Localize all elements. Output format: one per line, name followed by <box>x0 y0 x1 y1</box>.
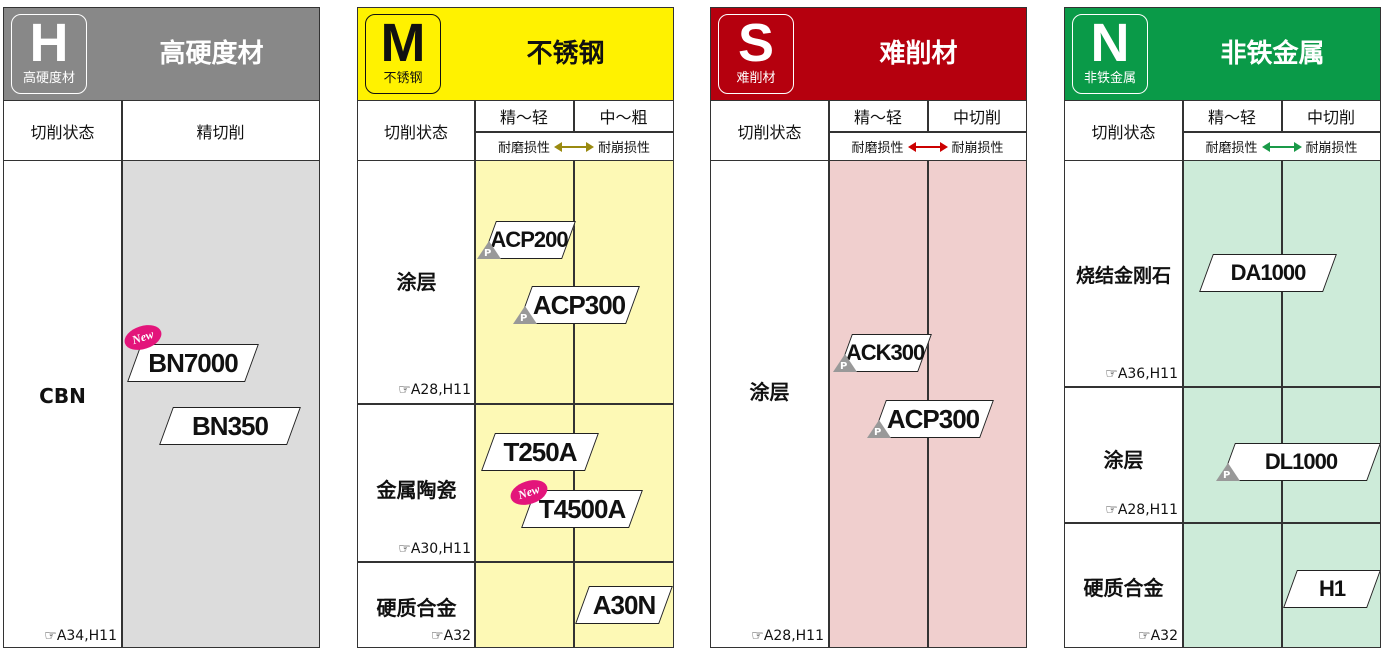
logo-m: M 不锈钢 <box>365 14 441 94</box>
column-medium-rough: 中～粗 <box>599 108 648 127</box>
state-label: 切削状态 <box>30 123 95 142</box>
panel-header: M 不锈钢 不锈钢 <box>358 8 673 101</box>
state-label: 切削状态 <box>383 123 448 142</box>
product-t250a[interactable]: T250A <box>481 433 599 471</box>
double-arrow-icon <box>1261 141 1302 152</box>
row-label: 涂层 <box>396 270 437 294</box>
logo-letter: H <box>29 13 69 73</box>
column-finish: 精切削 <box>196 123 245 142</box>
wear-chipping-scale: 耐磨损性 耐崩损性 <box>851 141 1004 156</box>
reference: ☞A28,H11 <box>1105 502 1178 518</box>
logo-n: N 非铁金属 <box>1072 14 1148 94</box>
row-label: 硬质合金 <box>376 596 457 620</box>
wear-chipping-scale: 耐磨损性 耐崩损性 <box>497 141 651 156</box>
double-arrow-icon <box>907 141 948 152</box>
product-acp300[interactable]: ACP300 P <box>867 400 994 438</box>
body-shade <box>122 161 319 647</box>
column-header: 切削状态 精～轻 中切削 耐磨损性 耐崩损性 <box>1065 101 1380 161</box>
reference: ☞A28,H11 <box>398 382 471 398</box>
panel-title: 非铁金属 <box>1220 39 1325 69</box>
product-bn7000[interactable]: BN7000 <box>127 344 259 382</box>
row-label: 涂层 <box>1103 448 1144 472</box>
product-bn350[interactable]: BN350 <box>159 407 301 445</box>
logo-h: H 高硬度材 <box>11 14 87 94</box>
reference: ☞A28,H11 <box>751 628 824 644</box>
logo-subtitle: 高硬度材 <box>22 71 75 86</box>
row-label: 硬质合金 <box>1083 576 1164 600</box>
column-medium: 中切削 <box>952 108 1001 127</box>
reference: ☞A30,H11 <box>398 541 471 557</box>
panel-title: 难削材 <box>879 39 958 69</box>
reference: ☞A32 <box>1138 628 1178 644</box>
reference: ☞A36,H11 <box>1105 366 1178 382</box>
panel-header: S 难削材 难削材 <box>711 8 1026 101</box>
product-h1[interactable]: H1 <box>1283 570 1381 608</box>
column-header: 切削状态 精～轻 中切削 耐磨损性 耐崩损性 <box>711 101 1026 161</box>
product-a30n[interactable]: A30N <box>575 586 673 624</box>
state-label: 切削状态 <box>737 123 802 142</box>
column-finish-light: 精～轻 <box>853 108 902 127</box>
column-finish-light: 精～轻 <box>1207 108 1256 127</box>
row-label: 涂层 <box>749 380 790 404</box>
logo-s: S 难削材 <box>718 14 794 94</box>
column-header: 切削状态 精～轻 中～粗 耐磨损性 耐崩损性 <box>358 101 673 161</box>
panel-non-ferrous: N 非铁金属 非铁金属 切削状态 精～轻 中切削 耐磨损性 耐崩损性 烧结金刚石 ☞… <box>1064 7 1381 648</box>
panel-header: H 高硬度材 高硬度材 <box>4 8 319 101</box>
pointing-hand-icon: ☞ <box>44 628 57 644</box>
panel-difficult-material: S 难削材 难削材 切削状态 精～轻 中切削 耐磨损性 耐崩损性 涂层 ☞A28,H… <box>710 7 1027 648</box>
wear-chipping-scale: 耐磨损性 耐崩损性 <box>1205 141 1358 156</box>
product-dl1000[interactable]: DL1000 P <box>1216 443 1381 481</box>
panel-header: N 非铁金属 非铁金属 <box>1065 8 1380 101</box>
panel-title: 高硬度材 <box>159 39 264 69</box>
reference: ☞A32 <box>431 628 471 644</box>
product-acp200[interactable]: ACP200 P <box>477 221 576 259</box>
state-label: 切削状态 <box>1091 123 1156 142</box>
product-acp300[interactable]: ACP300 P <box>513 286 640 324</box>
product-da1000[interactable]: DA1000 <box>1199 254 1337 292</box>
column-finish-light: 精～轻 <box>499 108 548 127</box>
panel-hardened-material: H 高硬度材 高硬度材 切削状态 精切削 CBN ☞A34,H11 BN7000 … <box>3 7 320 648</box>
reference: ☞A34,H11 <box>44 628 117 644</box>
product-t4500a[interactable]: T4500A <box>521 490 643 528</box>
product-ack300[interactable]: ACK300 P <box>833 334 932 372</box>
double-arrow-icon <box>554 141 594 152</box>
row-label: CBN <box>39 384 86 408</box>
row-label: 烧结金刚石 <box>1075 265 1171 287</box>
column-header: 切削状态 精切削 <box>4 101 319 161</box>
column-medium: 中切削 <box>1306 108 1355 127</box>
panel-stainless: M 不锈钢 不锈钢 切削状态 精～轻 中～粗 耐磨损性 耐崩损性 涂层 ☞A28,H… <box>357 7 674 648</box>
panel-title: 不锈钢 <box>526 39 605 69</box>
row-label: 金属陶瓷 <box>376 478 457 502</box>
